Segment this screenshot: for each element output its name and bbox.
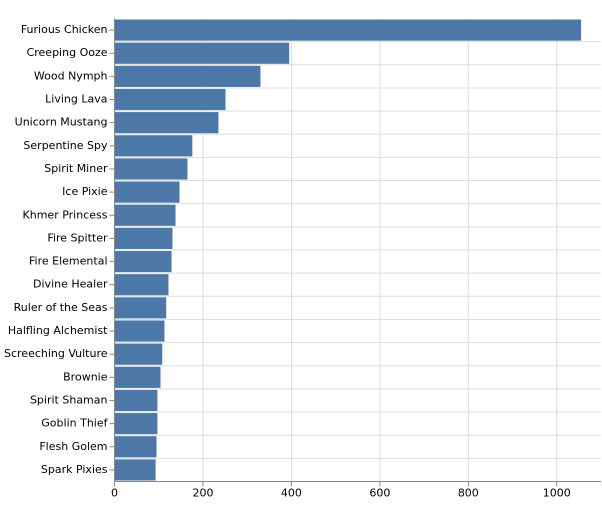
- y-tick-label: Divine Healer: [33, 278, 108, 291]
- y-tick-label: Living Lava: [45, 93, 107, 106]
- bar: [114, 413, 158, 435]
- bar: [114, 112, 219, 134]
- y-tick-label: Brownie: [63, 370, 108, 383]
- bar: [114, 88, 226, 111]
- y-tick-label: Fire Elemental: [29, 255, 107, 268]
- x-tick-label: 400: [281, 487, 302, 500]
- x-tick-label: 800: [458, 487, 479, 500]
- bar: [114, 65, 261, 87]
- bar: [114, 181, 180, 203]
- bar: [114, 135, 193, 157]
- bar: [114, 204, 176, 226]
- bar: [114, 459, 156, 481]
- bar: [114, 320, 165, 342]
- y-tick-label: Serpentine Spy: [23, 139, 108, 152]
- bar: [114, 366, 161, 388]
- x-tick-label: 0: [111, 487, 118, 500]
- bar: [114, 297, 167, 319]
- y-tick-label: Khmer Princess: [23, 208, 108, 221]
- bar: [114, 274, 169, 296]
- y-tick-label: Spirit Shaman: [30, 393, 108, 406]
- y-tick-label: Flesh Golem: [39, 440, 107, 453]
- y-tick-label: Halfling Alchemist: [8, 324, 108, 337]
- bar: [114, 19, 582, 41]
- y-tick-label: Spark Pixies: [41, 463, 108, 476]
- bar: [114, 389, 158, 412]
- x-tick-label: 1000: [543, 487, 571, 500]
- bar: [114, 227, 173, 249]
- y-tick-label: Ruler of the Seas: [14, 301, 108, 314]
- y-tick-label: Unicorn Mustang: [15, 116, 108, 129]
- y-tick-label: Spirit Miner: [44, 162, 108, 175]
- bar: [114, 158, 188, 180]
- bar: [114, 42, 290, 64]
- x-tick-label: 200: [192, 487, 213, 500]
- bar: [114, 436, 157, 458]
- y-tick-label: Fire Spitter: [47, 231, 108, 244]
- y-tick-label: Creeping Ooze: [27, 46, 108, 59]
- y-tick-label: Ice Pixie: [62, 185, 108, 198]
- y-tick-label: Goblin Thief: [41, 417, 108, 430]
- y-tick-label: Wood Nymph: [34, 69, 108, 82]
- y-tick-label: Furious Chicken: [21, 23, 108, 36]
- bar: [114, 343, 163, 365]
- x-tick-label: 600: [369, 487, 390, 500]
- bar: [114, 251, 172, 273]
- y-tick-label: Screeching Vulture: [4, 347, 108, 360]
